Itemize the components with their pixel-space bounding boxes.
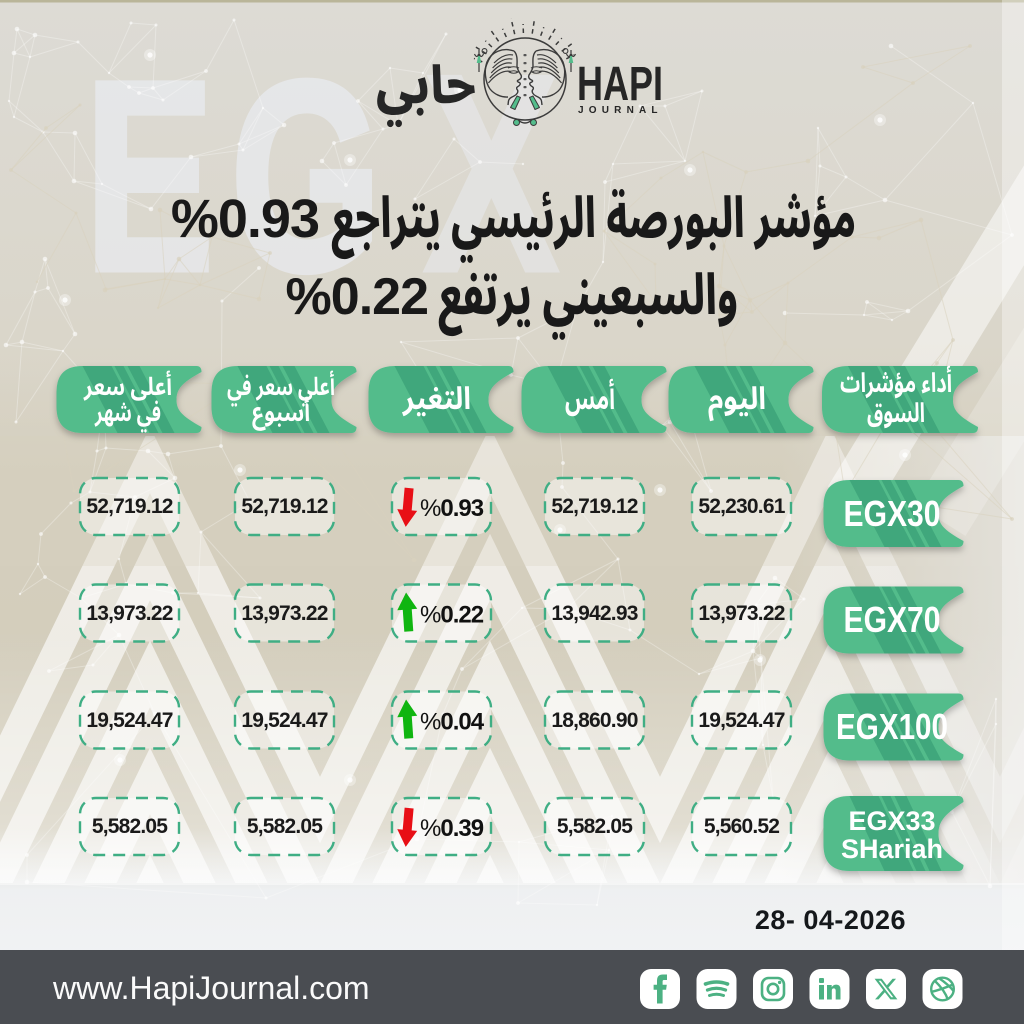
svg-text:%0.22: %0.22 xyxy=(420,602,484,629)
svg-text:%0.39: %0.39 xyxy=(420,815,484,842)
svg-text:E: E xyxy=(84,24,215,328)
svg-text:EGX30: EGX30 xyxy=(844,493,941,534)
svg-text:%0.93: %0.93 xyxy=(171,189,319,249)
svg-text:%0.93: %0.93 xyxy=(420,495,484,522)
svg-text:EGX70: EGX70 xyxy=(844,599,941,640)
svg-text:JOURNAL: JOURNAL xyxy=(578,105,663,116)
svg-text:%0.22: %0.22 xyxy=(286,268,428,326)
svg-text:SHariah: SHariah xyxy=(841,834,943,864)
svg-text:EGX100: EGX100 xyxy=(836,706,948,747)
svg-text:www.HapiJournal.com: www.HapiJournal.com xyxy=(52,970,370,1006)
svg-text:%0.04: %0.04 xyxy=(420,709,485,736)
svg-text:G: G xyxy=(230,24,382,328)
svg-text:EGX33: EGX33 xyxy=(848,806,935,836)
svg-text:HAPI: HAPI xyxy=(577,58,663,111)
